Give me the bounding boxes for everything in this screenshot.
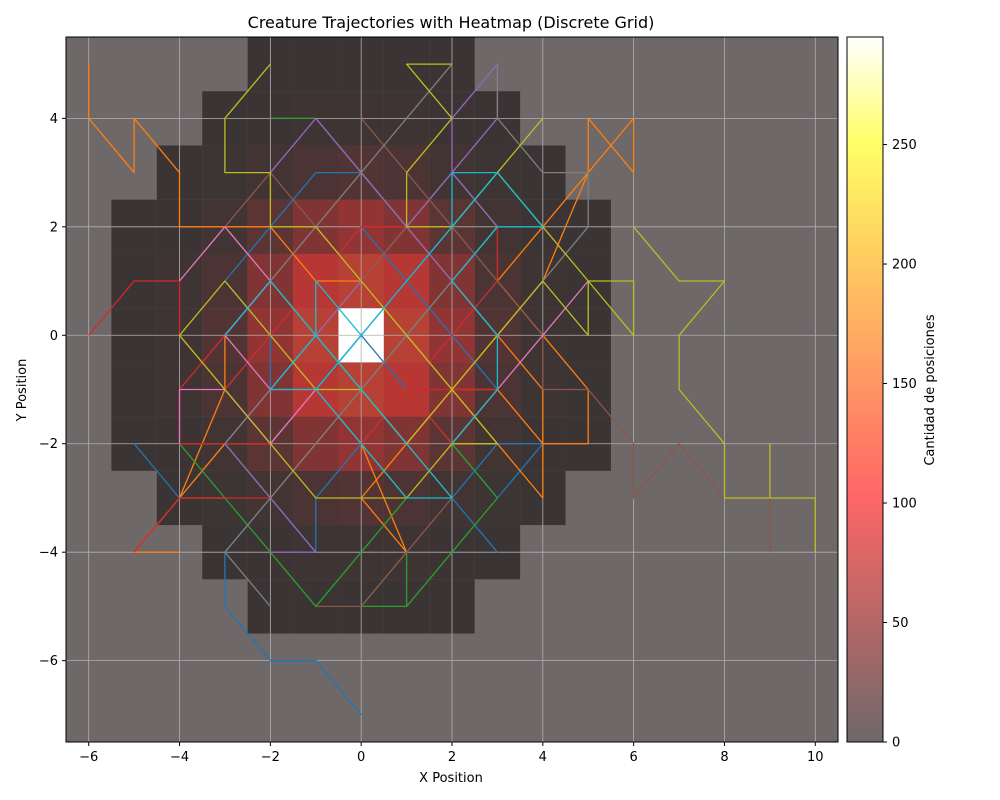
- colorbar-tick-label: 150: [892, 377, 917, 392]
- colorbar-tick-label: 200: [892, 258, 917, 273]
- colorbar-tick-label: 100: [892, 497, 917, 512]
- colorbar: [846, 36, 884, 743]
- trajectory-layer: [88, 63, 816, 716]
- chart-title: Creature Trajectories with Heatmap (Disc…: [248, 13, 655, 32]
- x-tick-label: 4: [539, 750, 547, 765]
- x-tick-label: 6: [630, 750, 638, 765]
- x-tick-label: −6: [79, 750, 98, 765]
- y-axis-label: Y Position: [15, 359, 30, 423]
- x-axis-label: X Position: [419, 771, 483, 786]
- y-tick-label: −4: [39, 546, 58, 561]
- x-tick-label: 2: [448, 750, 456, 765]
- colorbar-tick-label: 0: [892, 736, 900, 751]
- trajectory-line: [224, 171, 544, 499]
- colorbar-ticks: 0 50 100 150 200 250: [883, 138, 917, 751]
- y-tick-label: 2: [50, 220, 58, 235]
- heatmap-cell: [111, 362, 157, 417]
- y-tick-label: 0: [50, 329, 58, 344]
- trajectory-line: [633, 226, 816, 553]
- x-tick-label: 0: [357, 750, 365, 765]
- y-tick-label: 4: [50, 112, 58, 127]
- colorbar-label: Cantidad de posiciones: [923, 314, 938, 466]
- colorbar-tick-label: 250: [892, 138, 917, 153]
- colorbar-tick-label: 50: [892, 616, 909, 631]
- x-axis-ticks: −6 −4 −2 0 2 4 6 8 10: [79, 742, 824, 765]
- x-tick-label: 10: [807, 750, 824, 765]
- y-tick-label: −2: [39, 437, 58, 452]
- y-tick-label: −6: [39, 654, 58, 669]
- x-tick-label: −4: [170, 750, 189, 765]
- y-axis-ticks: −6 −4 −2 0 2 4: [39, 112, 66, 669]
- x-tick-label: 8: [720, 750, 728, 765]
- heatmap-cell: [293, 37, 339, 92]
- x-tick-label: −2: [261, 750, 280, 765]
